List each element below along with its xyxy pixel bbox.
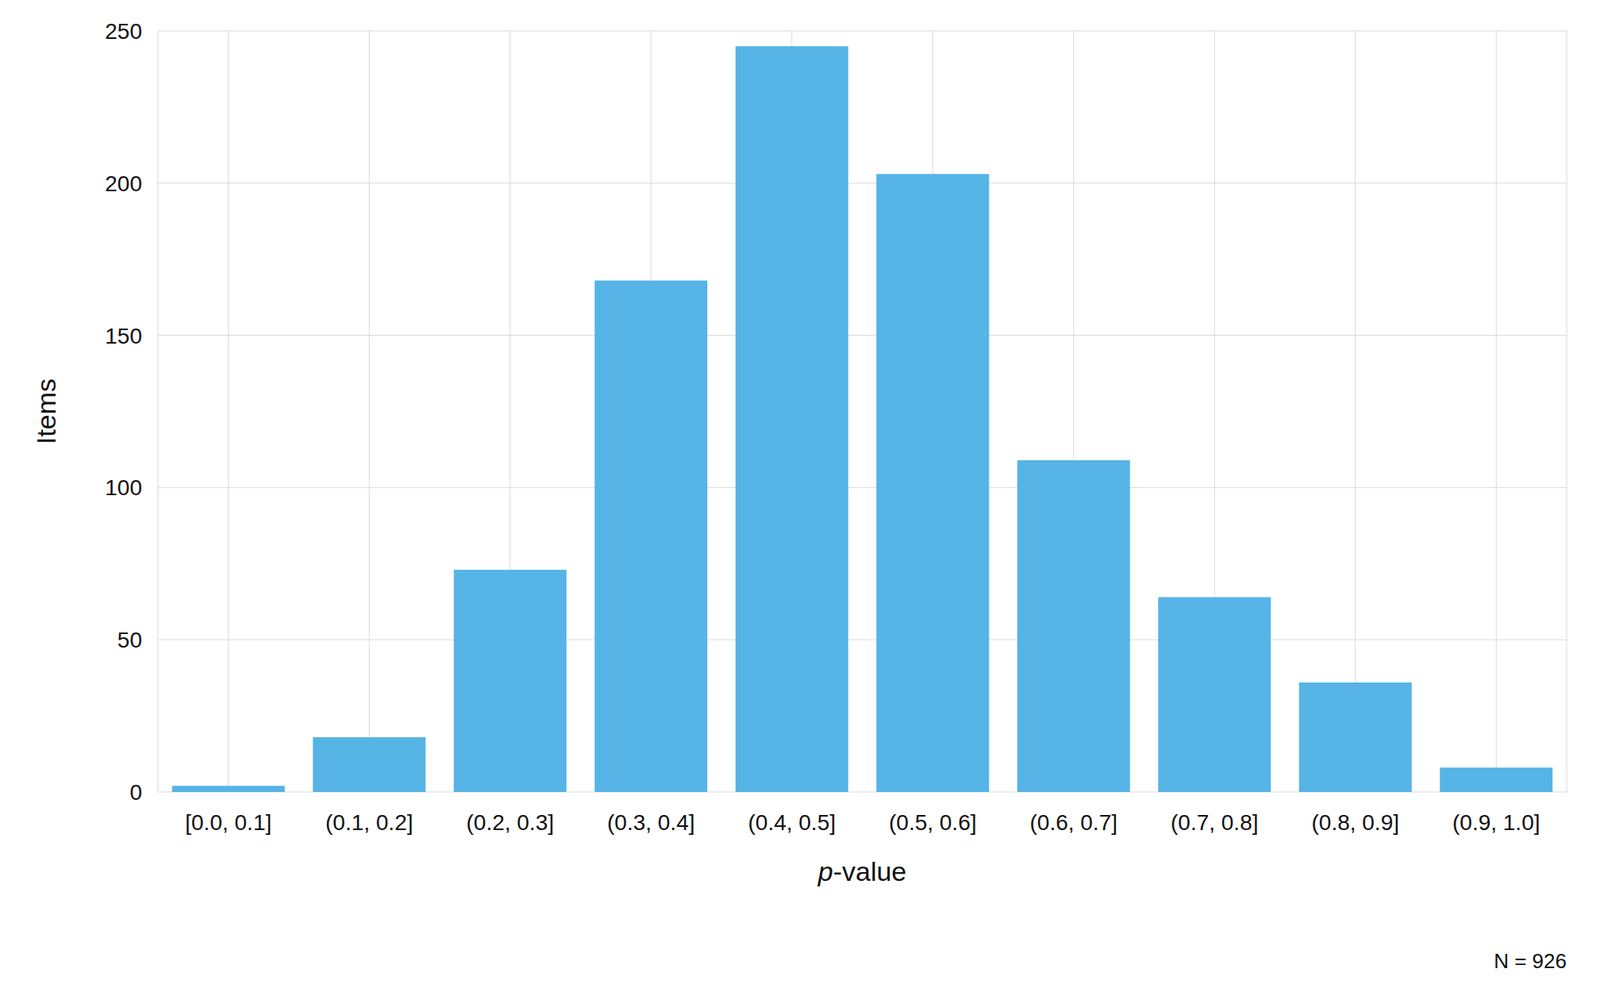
svg-text:(0.5, 0.6]: (0.5, 0.6]	[888, 810, 977, 835]
svg-text:Items: Items	[30, 378, 62, 445]
svg-text:[0.0, 0.1]: [0.0, 0.1]	[184, 810, 272, 835]
svg-text:p-value: p-value	[817, 856, 908, 887]
svg-text:250: 250	[104, 19, 143, 44]
svg-text:100: 100	[104, 475, 143, 500]
svg-text:50: 50	[117, 627, 143, 653]
svg-text:(0.9, 1.0]: (0.9, 1.0]	[1452, 810, 1541, 835]
svg-text:(0.7, 0.8]: (0.7, 0.8]	[1170, 810, 1259, 835]
svg-text:200: 200	[104, 171, 143, 197]
svg-text:150: 150	[104, 323, 143, 349]
svg-text:(0.6, 0.7]: (0.6, 0.7]	[1029, 810, 1118, 835]
svg-text:(0.3, 0.4]: (0.3, 0.4]	[607, 810, 696, 835]
svg-text:0: 0	[129, 780, 143, 805]
svg-text:(0.4, 0.5]: (0.4, 0.5]	[747, 810, 836, 835]
svg-text:(0.1, 0.2]: (0.1, 0.2]	[325, 810, 414, 835]
svg-text:(0.2, 0.3]: (0.2, 0.3]	[465, 810, 554, 835]
html-text:N = 926: N = 926	[1493, 949, 1567, 974]
svg-text:(0.8, 0.9]: (0.8, 0.9]	[1311, 810, 1400, 835]
